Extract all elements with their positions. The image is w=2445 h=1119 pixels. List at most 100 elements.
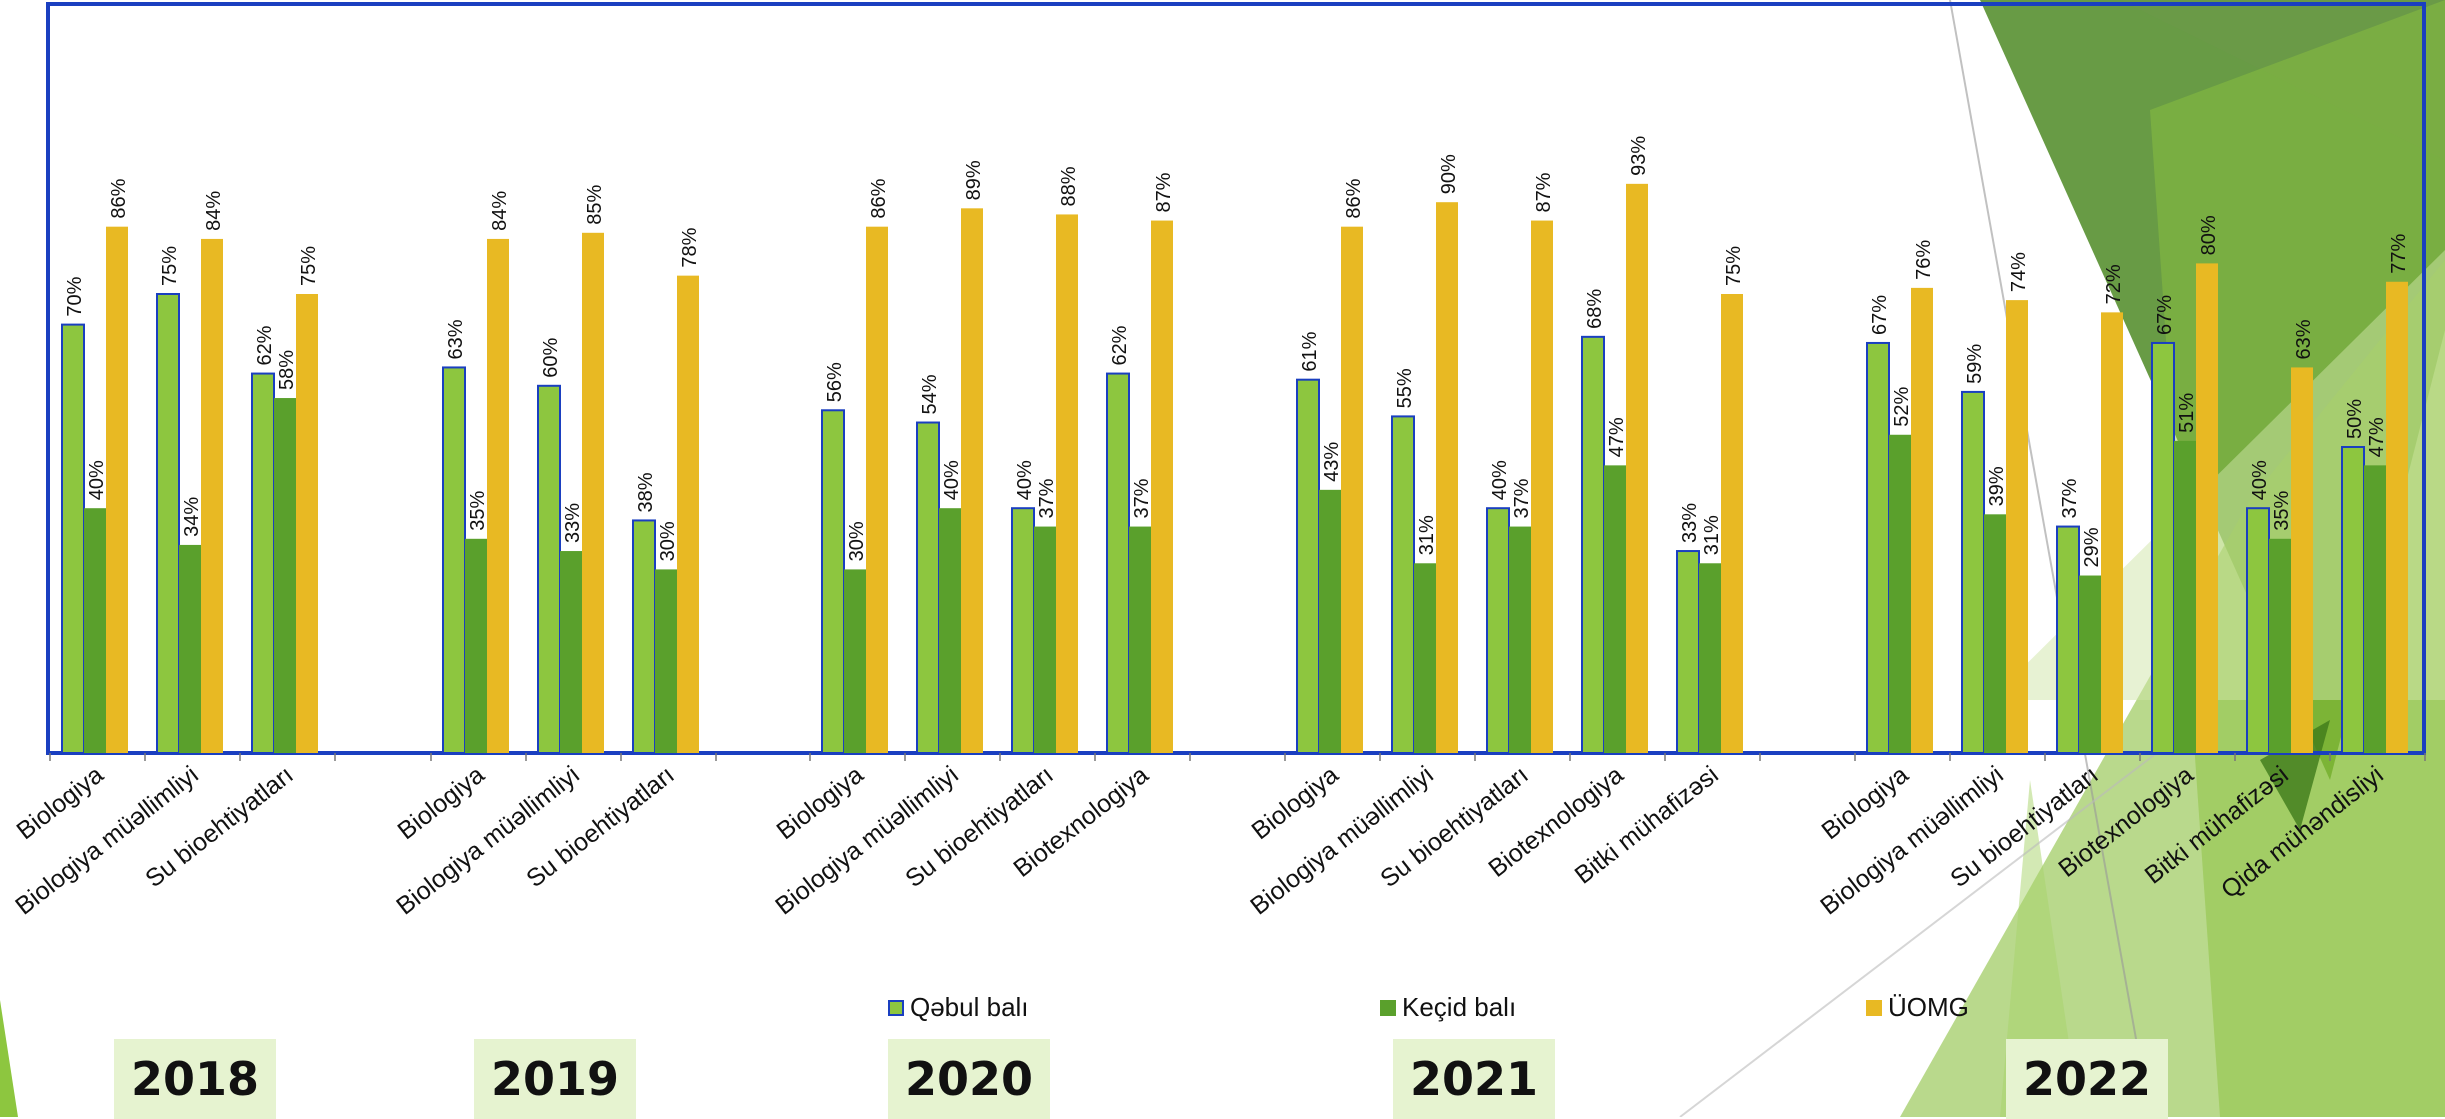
data-label-kecid-2018-1: 34%	[181, 497, 203, 537]
bar-qebul-2022-3	[2151, 341, 2175, 754]
data-label-kecid-2022-1: 39%	[1986, 466, 2008, 506]
legend-swatch-uomg	[1866, 999, 1882, 1016]
data-label-uomg-2019-0: 84%	[489, 191, 511, 231]
bar-uomg-2020-0	[866, 226, 888, 753]
bar-qebul-2019-2	[632, 519, 656, 754]
bar-kecid-2020-3	[1129, 526, 1151, 753]
bar-uomg-2022-0	[1911, 287, 1933, 753]
bar-kecid-2022-0	[1889, 434, 1911, 753]
bar-kecid-2020-1	[939, 508, 961, 753]
year-label-2018: 2018	[114, 1039, 276, 1119]
data-label-kecid-2020-0: 30%	[846, 521, 868, 561]
data-label-uomg-2020-0: 86%	[868, 178, 890, 218]
data-label-qebul-2021-1: 55%	[1394, 368, 1416, 408]
bar-kecid-2021-1	[1414, 563, 1436, 753]
legend-label-kecid: Keçid balı	[1402, 992, 1517, 1022]
bar-kecid-2019-0	[465, 538, 487, 753]
legend-label-qebul: Qəbul balı	[910, 992, 1029, 1022]
bar-kecid-2021-0	[1319, 489, 1341, 753]
category-label-2021-1: Biologiya müəllimliyi	[1245, 761, 1439, 921]
data-label-uomg-2020-2: 88%	[1058, 166, 1080, 206]
bar-kecid-2022-5	[2364, 465, 2386, 753]
data-label-uomg-2021-0: 86%	[1343, 178, 1365, 218]
data-label-uomg-2020-3: 87%	[1153, 172, 1175, 212]
bar-uomg-2019-1	[582, 232, 604, 754]
bar-uomg-2022-1	[2006, 300, 2028, 753]
legend-swatch-kecid	[1380, 999, 1396, 1016]
bar-kecid-2021-4	[1699, 563, 1721, 753]
year-label-2019: 2019	[474, 1039, 636, 1119]
data-label-uomg-2022-5: 77%	[2388, 234, 2410, 274]
year-label-2022: 2022	[2006, 1039, 2168, 1119]
data-label-uomg-2022-2: 72%	[2103, 264, 2125, 304]
data-label-qebul-2022-5: 50%	[2344, 399, 2366, 439]
data-label-qebul-2020-3: 62%	[1109, 325, 1131, 365]
bar-uomg-2018-1	[201, 238, 223, 754]
bar-kecid-2018-0	[84, 508, 106, 753]
bar-kecid-2022-1	[1984, 514, 2006, 753]
data-label-uomg-2018-2: 75%	[298, 246, 320, 286]
bar-qebul-2022-2	[2056, 525, 2080, 754]
bar-kecid-2021-3	[1604, 465, 1626, 753]
bar-kecid-2019-1	[560, 551, 582, 753]
bar-uomg-2022-4	[2291, 367, 2313, 753]
data-label-kecid-2019-0: 35%	[467, 491, 489, 531]
data-label-uomg-2022-1: 74%	[2008, 252, 2030, 292]
data-label-qebul-2022-2: 37%	[2059, 478, 2081, 518]
bar-kecid-2022-4	[2269, 538, 2291, 753]
data-label-qebul-2020-1: 54%	[919, 374, 941, 414]
legend-swatch-qebul	[888, 999, 904, 1016]
bar-kecid-2022-3	[2174, 440, 2196, 753]
bar-kecid-2020-2	[1034, 526, 1056, 753]
plot-frame	[46, 2, 2426, 755]
data-label-kecid-2020-2: 37%	[1036, 478, 1058, 518]
data-label-kecid-2021-3: 47%	[1606, 417, 1628, 457]
data-label-qebul-2019-0: 63%	[445, 319, 467, 359]
bar-uomg-2022-3	[2196, 263, 2218, 753]
bar-uomg-2020-1	[961, 208, 983, 753]
year-label-2020: 2020	[888, 1039, 1050, 1119]
bar-qebul-2022-1	[1961, 390, 1985, 754]
data-label-kecid-2022-0: 52%	[1891, 387, 1913, 427]
bar-uomg-2018-0	[106, 226, 128, 753]
category-label-2020-1: Biologiya müəllimliyi	[770, 761, 964, 921]
data-label-qebul-2021-3: 68%	[1584, 289, 1606, 329]
bar-qebul-2019-1	[537, 384, 561, 754]
bar-kecid-2018-1	[179, 544, 201, 753]
data-label-qebul-2020-2: 40%	[1014, 460, 1036, 500]
legend-qebul: Qəbul balı	[888, 992, 1029, 1023]
data-label-qebul-2019-1: 60%	[540, 338, 562, 378]
bar-kecid-2022-2	[2079, 575, 2101, 753]
bar-uomg-2020-2	[1056, 214, 1078, 753]
bar-uomg-2020-3	[1151, 220, 1173, 753]
bar-uomg-2021-0	[1341, 226, 1363, 753]
bar-uomg-2022-5	[2386, 281, 2408, 753]
bar-uomg-2019-2	[677, 275, 699, 753]
bar-kecid-2021-2	[1509, 526, 1531, 753]
data-label-qebul-2022-0: 67%	[1869, 295, 1891, 335]
bar-uomg-2019-0	[487, 238, 509, 754]
data-label-kecid-2021-0: 43%	[1321, 442, 1343, 482]
bar-qebul-2018-2	[251, 372, 275, 754]
data-label-uomg-2019-2: 78%	[679, 227, 701, 267]
bar-qebul-2018-1	[156, 293, 180, 754]
bar-qebul-2020-2	[1011, 507, 1035, 755]
data-label-qebul-2021-4: 33%	[1679, 503, 1701, 543]
data-label-uomg-2021-1: 90%	[1438, 154, 1460, 194]
bar-qebul-2021-4	[1676, 550, 1700, 754]
bar-qebul-2021-1	[1391, 415, 1415, 754]
data-label-kecid-2022-3: 51%	[2176, 393, 2198, 433]
bar-uomg-2021-2	[1531, 220, 1553, 753]
bar-qebul-2019-0	[442, 366, 466, 754]
data-label-uomg-2021-2: 87%	[1533, 172, 1555, 212]
bar-kecid-2019-2	[655, 569, 677, 753]
data-label-kecid-2019-1: 33%	[562, 503, 584, 543]
data-label-kecid-2019-2: 30%	[657, 521, 679, 561]
data-label-kecid-2021-2: 37%	[1511, 478, 1533, 518]
data-label-qebul-2018-0: 70%	[64, 276, 86, 316]
bar-qebul-2022-0	[1866, 341, 1890, 754]
data-label-qebul-2021-2: 40%	[1489, 460, 1511, 500]
bar-qebul-2021-0	[1296, 378, 1320, 754]
bar-uomg-2021-3	[1626, 183, 1648, 754]
